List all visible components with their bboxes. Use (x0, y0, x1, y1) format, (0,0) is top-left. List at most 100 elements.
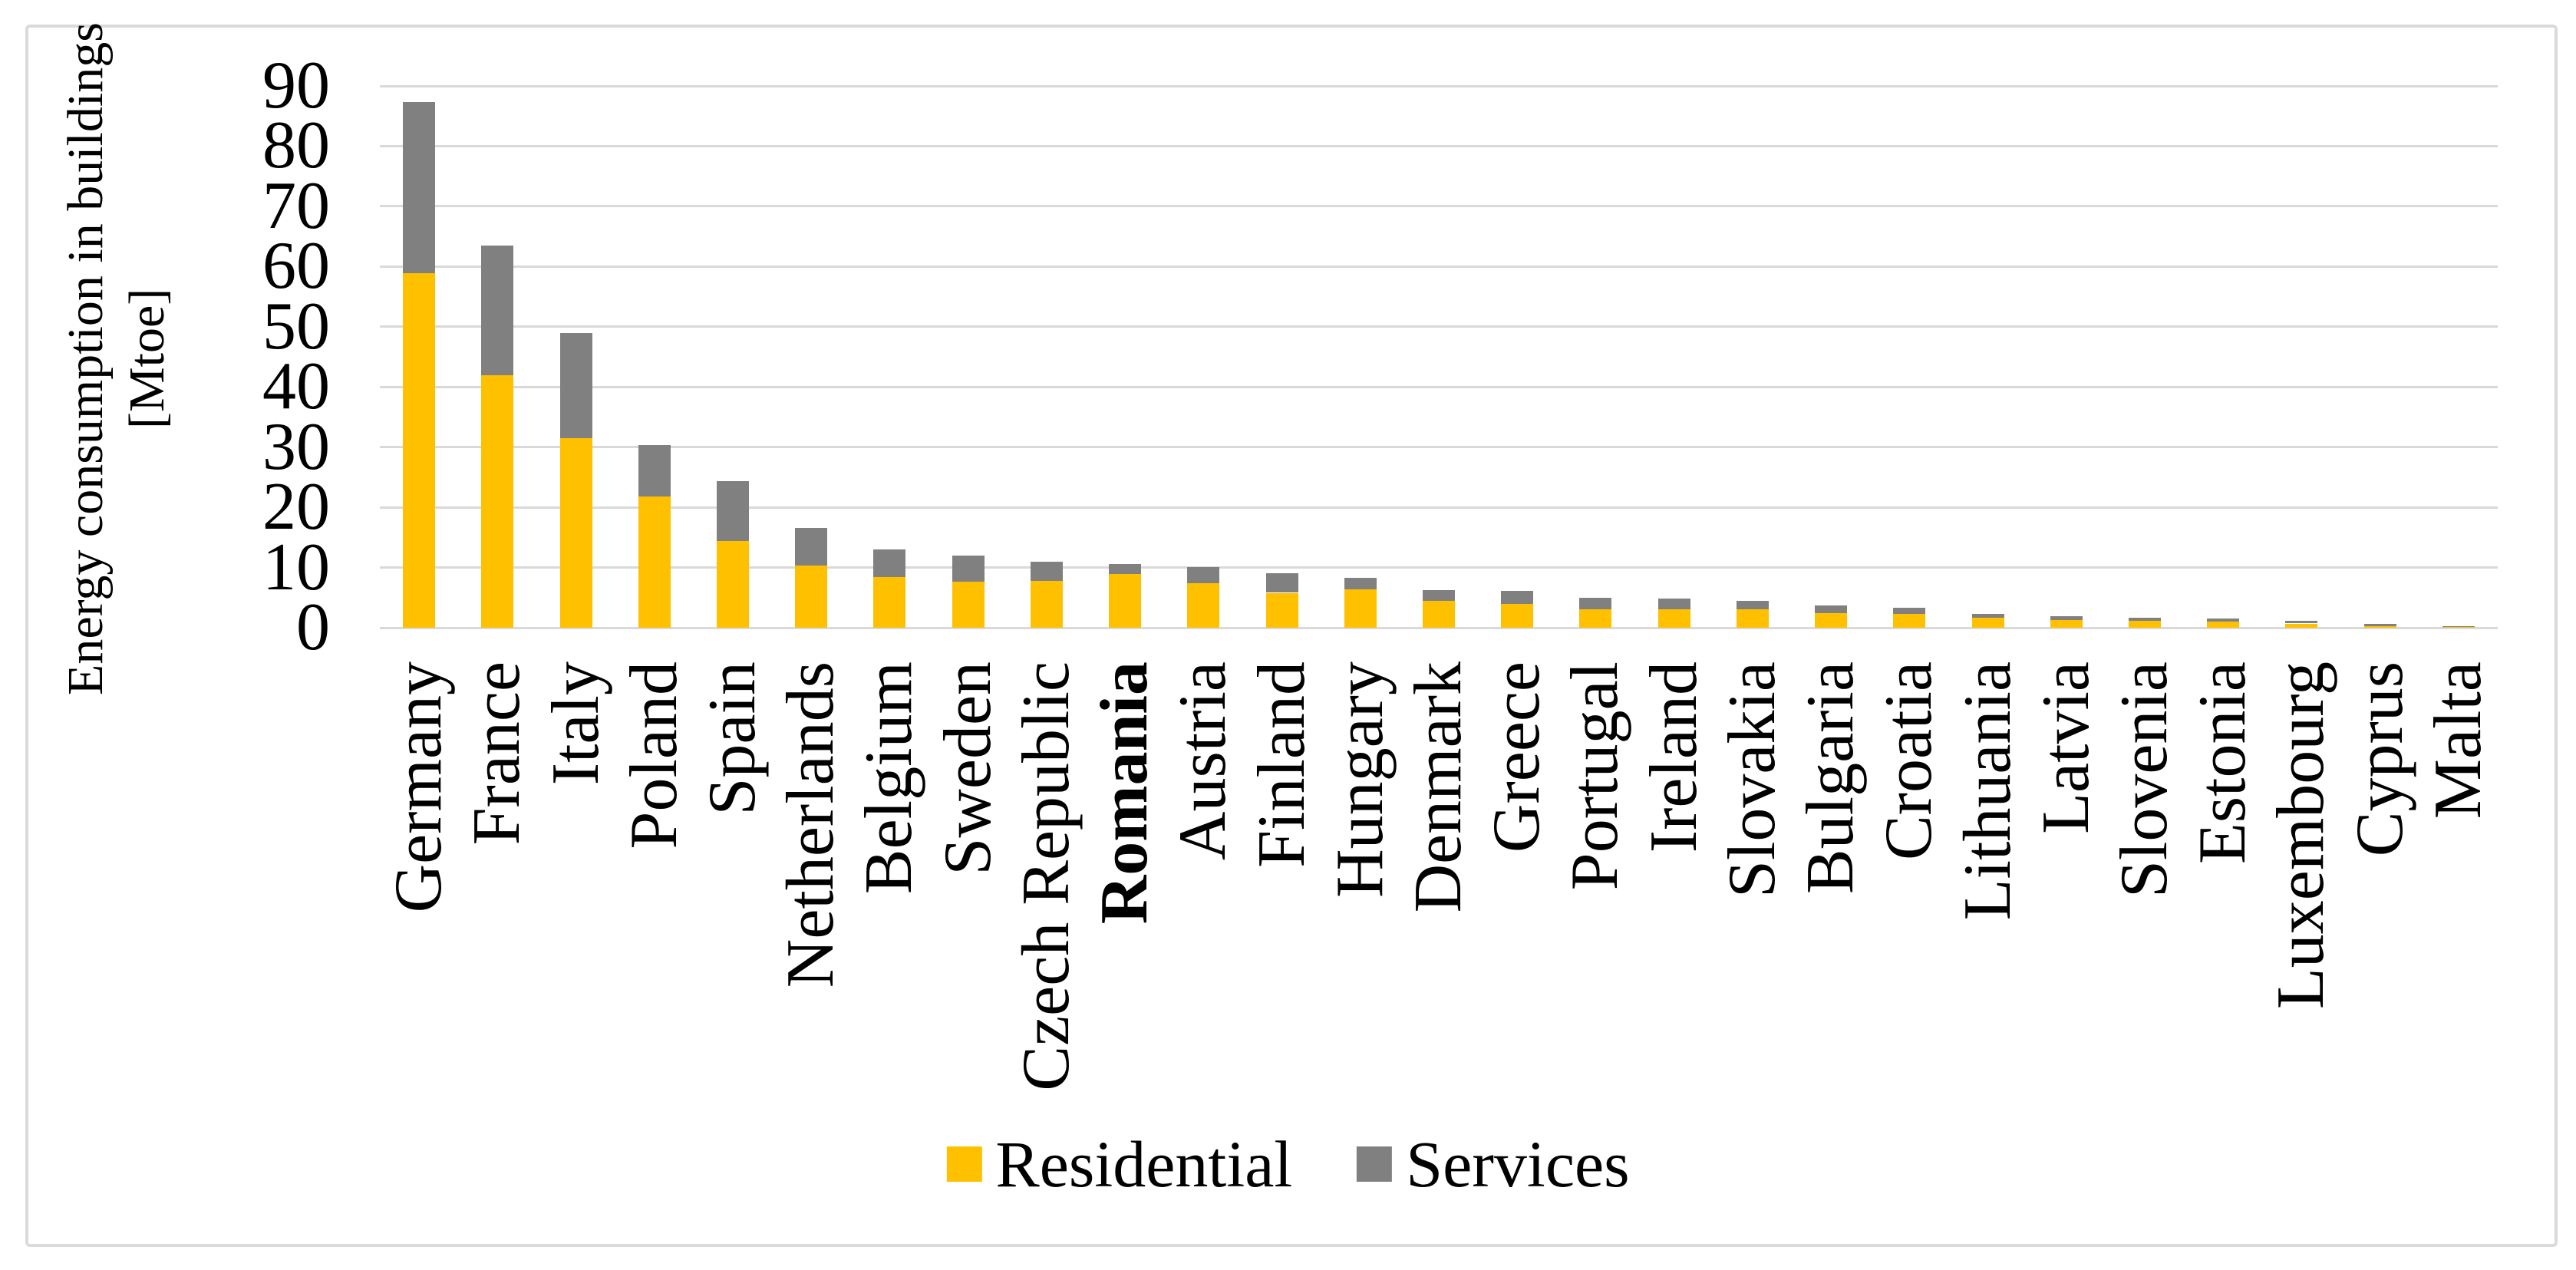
x-axis-label-text: Poland (616, 661, 691, 849)
bar-services-segment (873, 549, 906, 578)
bar-residential-segment (1501, 603, 1534, 628)
bar-services-segment (1971, 613, 2004, 618)
x-axis-label-text: Luxembourg (2264, 661, 2339, 1009)
bar-services-segment (1501, 591, 1534, 604)
x-axis-label: Germany (380, 661, 458, 1137)
bar-services-segment (1187, 566, 1220, 583)
bar-residential-segment (873, 577, 906, 628)
bar-services-segment (1579, 597, 1612, 610)
bar-services-segment (1265, 573, 1298, 593)
bar-services-segment (1736, 600, 1769, 610)
x-axis-label: Poland (615, 661, 694, 1137)
x-axis-label: Spain (694, 661, 772, 1137)
y-tick-label-30: 30 (262, 409, 330, 484)
x-axis-label-text: Bulgaria (1793, 661, 1869, 895)
y-tick-label-80: 80 (262, 108, 330, 183)
x-axis-label: Lithuania (1948, 661, 2027, 1137)
x-axis-label: Ireland (1635, 661, 1713, 1137)
bar-residential-segment (2285, 623, 2318, 628)
y-axis-title-line1: Energy consumption in buildings (58, 22, 114, 695)
x-axis-label-text: Netherlands (773, 661, 849, 988)
x-axis-label-text: Finland (1244, 661, 1319, 868)
x-axis-label-text: France (460, 661, 535, 846)
x-axis-label-text: Portugal (1558, 661, 1633, 891)
x-axis-label: Romania (1086, 661, 1164, 1137)
gridline-40 (380, 385, 2498, 388)
bar-residential-segment (1423, 600, 1455, 628)
bar-services-segment (1030, 562, 1063, 581)
x-axis-label-text: Spain (694, 661, 770, 816)
bar-services-segment (2442, 626, 2475, 628)
gridline-0 (380, 626, 2498, 629)
bar-residential-segment (2050, 619, 2083, 628)
bar-residential-segment (638, 496, 671, 628)
bar-residential-segment (1344, 589, 1377, 628)
bar-residential-segment (1657, 609, 1690, 628)
bar-residential-segment (2129, 620, 2161, 628)
x-axis-label: Greece (1478, 661, 1556, 1137)
x-axis-label-text: Germany (381, 661, 457, 913)
bar-residential-segment (717, 541, 749, 628)
x-axis-label-text: Cyprus (2342, 661, 2417, 857)
bar-residential-segment (1893, 613, 1926, 628)
bar-services-segment (2050, 616, 2083, 620)
x-axis-label-text: Czech Republic (1008, 661, 1084, 1091)
bar-residential-segment (952, 581, 985, 628)
gridline-20 (380, 506, 2498, 509)
bar-residential-segment (2442, 627, 2475, 628)
x-axis-label: Netherlands (772, 661, 850, 1137)
x-axis-label: Finland (1242, 661, 1321, 1137)
x-axis-label-text: Croatia (1872, 661, 1947, 861)
x-axis-label: Estonia (2184, 661, 2262, 1137)
legend-label-residential: Residential (995, 1127, 1293, 1201)
x-axis-label: Cyprus (2341, 661, 2419, 1137)
bar-residential-segment (1736, 609, 1769, 628)
bar-services-segment (2129, 618, 2161, 621)
x-axis-label: Luxembourg (2262, 661, 2340, 1137)
gridline-70 (380, 205, 2498, 208)
bar-residential-segment (559, 437, 592, 628)
bar-residential-segment (2207, 622, 2240, 628)
y-tick-label-90: 90 (262, 48, 330, 123)
bar-services-segment (795, 527, 828, 566)
bar-services-segment (2207, 619, 2240, 622)
x-axis-label-text: Greece (1479, 661, 1555, 853)
x-axis-label: Czech Republic (1008, 661, 1086, 1137)
bar-services-segment (638, 444, 671, 496)
y-tick-label-20: 20 (262, 470, 330, 545)
x-axis-label-text: Hungary (1322, 661, 1397, 898)
x-axis-label: Austria (1164, 661, 1242, 1137)
x-axis-label-text: Austria (1166, 661, 1241, 861)
x-axis-label: Slovakia (1713, 661, 1792, 1137)
x-axis-label: Hungary (1321, 661, 1400, 1137)
y-axis-title: Energy consumption in buildings [Mtoe] (55, 0, 178, 717)
x-axis-label-text: Italy (538, 661, 613, 786)
bar-residential-segment (1971, 617, 2004, 628)
bar-services-segment (952, 555, 985, 582)
bar-services-segment (1893, 608, 1926, 614)
legend-item-residential: Residential (946, 1131, 1292, 1197)
bar-services-segment (2285, 621, 2318, 624)
bar-residential-segment (1109, 574, 1142, 628)
bar-services-segment (717, 480, 749, 542)
bar-services-segment (559, 332, 592, 438)
x-axis-label-text: Denmark (1400, 661, 1476, 913)
x-axis-label-text: Lithuania (1950, 661, 2025, 921)
legend: Residential Services (946, 1127, 1630, 1201)
legend-swatch-services (1357, 1146, 1393, 1182)
x-axis-label-text: Estonia (2185, 661, 2261, 864)
x-axis-label: France (458, 661, 536, 1137)
x-axis-label-text: Ireland (1636, 661, 1711, 853)
y-tick-label-0: 0 (296, 590, 330, 665)
y-tick-label-60: 60 (262, 229, 330, 304)
y-tick-label-50: 50 (262, 289, 330, 364)
gridline-90 (380, 84, 2498, 87)
legend-label-services: Services (1406, 1127, 1630, 1201)
x-axis-label-text: Slovenia (2106, 661, 2182, 898)
x-axis-label: Bulgaria (1792, 661, 1870, 1137)
gridline-50 (380, 325, 2498, 328)
bar-residential-segment (1187, 582, 1220, 628)
x-axis-label: Croatia (1870, 661, 1948, 1137)
y-tick-label-40: 40 (262, 349, 330, 424)
x-axis-label: Italy (536, 661, 615, 1137)
